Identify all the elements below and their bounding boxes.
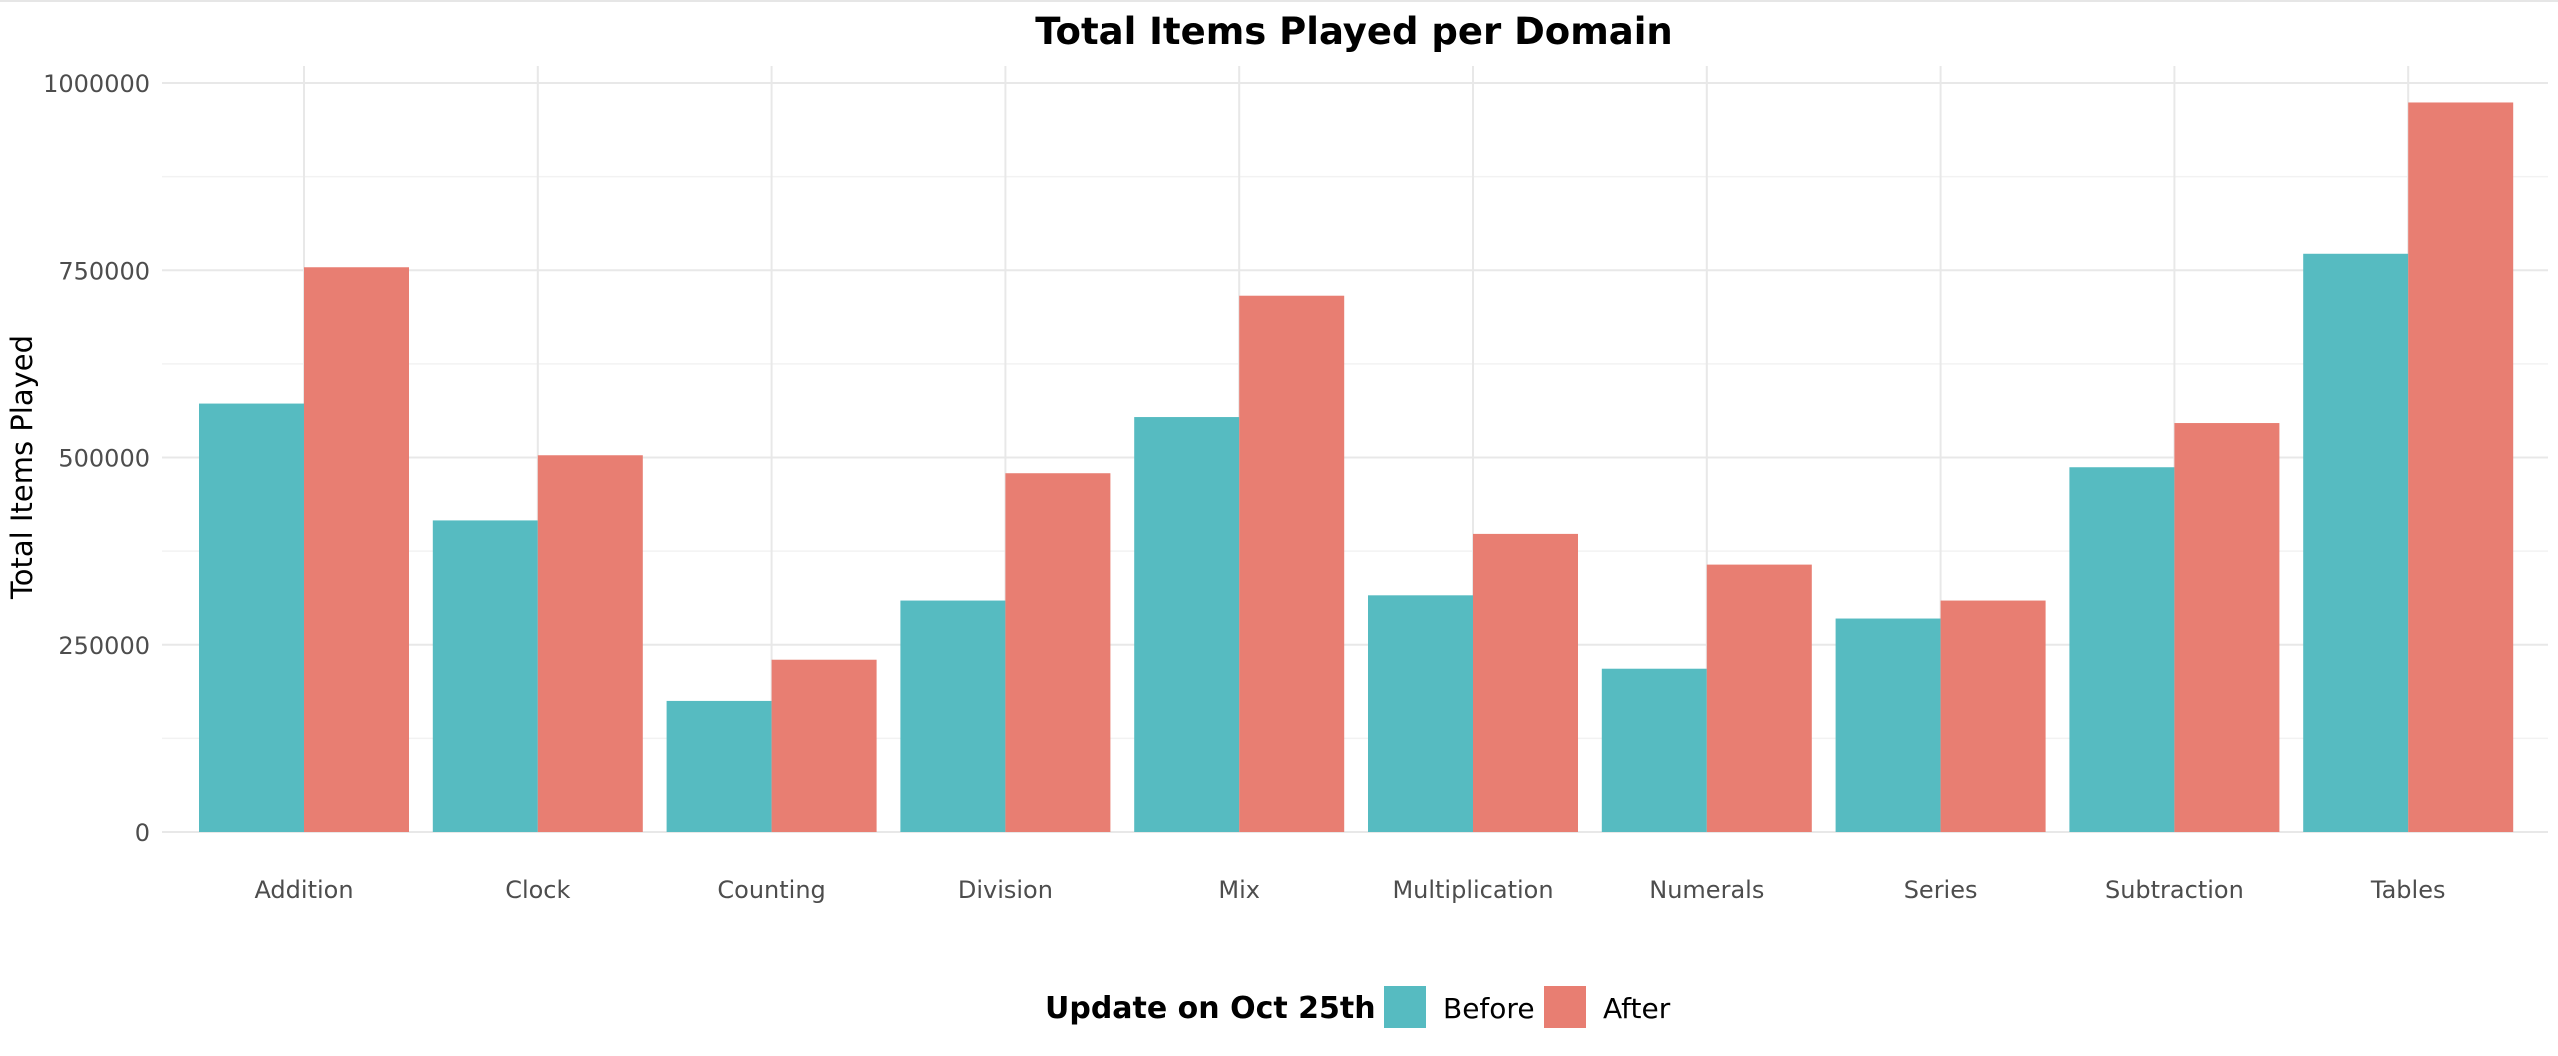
bar-after-numerals	[1706, 564, 1812, 832]
top-border	[0, 0, 2558, 2]
bars	[199, 102, 2514, 833]
x-tick-label: Numerals	[1649, 876, 1764, 904]
y-tick-label: 250000	[58, 632, 150, 660]
bar-before-tables	[2303, 253, 2409, 833]
y-axis-tick-labels: 0 250000 500000 750000 1000000	[43, 70, 150, 847]
y-axis-label: Total Items Played	[5, 335, 39, 600]
x-tick-label: Tables	[2370, 876, 2446, 904]
bar-before-mix	[1134, 417, 1240, 832]
bar-after-division	[1005, 473, 1111, 832]
bar-before-clock	[432, 520, 538, 832]
bar-before-addition	[199, 403, 304, 832]
x-tick-label: Multiplication	[1392, 876, 1553, 904]
x-tick-label: Counting	[717, 876, 825, 904]
legend-key-after	[1544, 986, 1586, 1028]
bar-after-addition	[304, 267, 409, 832]
x-tick-label: Division	[958, 876, 1053, 904]
legend: Update on Oct 25th Before After	[1045, 986, 1671, 1028]
legend-label-before: Before	[1443, 992, 1535, 1025]
y-tick-label: 500000	[58, 445, 150, 473]
legend-key-before	[1384, 986, 1426, 1028]
bar-after-subtraction	[2174, 423, 2280, 832]
bar-after-series	[1940, 600, 2046, 832]
bar-after-mix	[1239, 295, 1345, 832]
bar-before-series	[1835, 618, 1941, 832]
bar-after-counting	[771, 659, 877, 832]
x-tick-label: Subtraction	[2105, 876, 2244, 904]
bar-before-numerals	[1601, 668, 1707, 832]
bar-after-multiplication	[1473, 533, 1578, 832]
bar-after-clock	[537, 455, 643, 832]
chart-title: Total Items Played per Domain	[1035, 10, 1673, 53]
bar-after-tables	[2408, 102, 2514, 832]
y-tick-label: 0	[135, 819, 150, 847]
bar-before-division	[900, 600, 1006, 832]
bar-before-subtraction	[2069, 467, 2175, 832]
y-tick-label: 1000000	[43, 70, 150, 98]
x-tick-label: Addition	[254, 876, 353, 904]
bar-before-multiplication	[1368, 595, 1473, 832]
x-tick-label: Clock	[505, 876, 570, 904]
bar-before-counting	[666, 700, 772, 832]
legend-title: Update on Oct 25th	[1045, 991, 1376, 1026]
x-axis-tick-labels: Addition Clock Counting Division Mix Multipli…	[254, 876, 2445, 904]
legend-label-after: After	[1603, 992, 1671, 1025]
x-tick-label: Mix	[1218, 876, 1260, 904]
y-tick-label: 750000	[58, 257, 150, 285]
x-tick-label: Series	[1904, 876, 1978, 904]
